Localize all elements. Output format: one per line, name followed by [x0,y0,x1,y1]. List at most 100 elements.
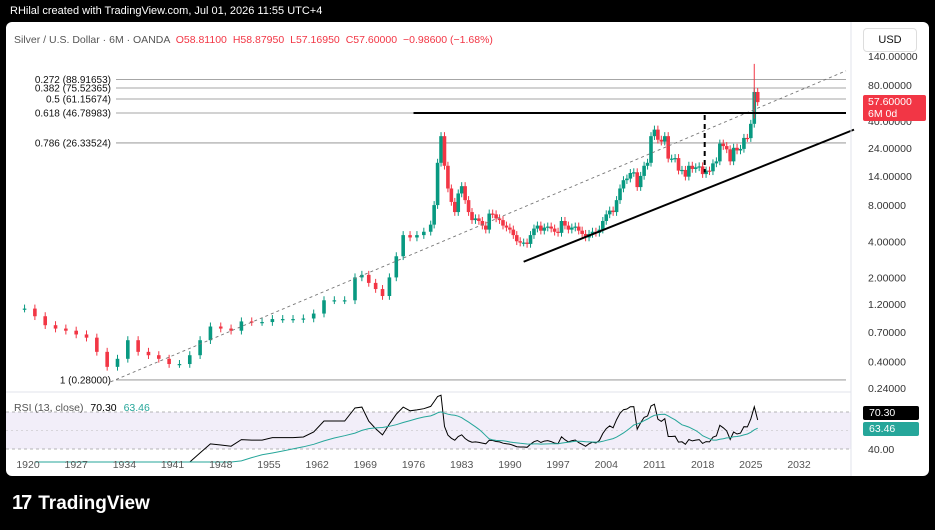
rsi-line [34,394,759,463]
rsi-pane [6,391,851,463]
candle [539,221,543,235]
candle-body [497,218,502,221]
candle-body [501,220,505,226]
candle [642,161,646,180]
candle [625,174,629,184]
candle [542,223,547,235]
candle-body [301,318,306,320]
candle-body [707,170,712,172]
candle-body [480,220,485,226]
candle-body [322,300,326,314]
candle [511,225,516,239]
candle-body [556,231,560,233]
candle-body [570,227,574,230]
candle-body [280,319,285,321]
x-tick-label: 2011 [643,459,666,471]
candle-body [177,364,182,366]
candle-body [136,340,140,352]
candle-body [649,136,653,163]
axes: 140.00000 80.00000 40.00000 24.00000 14.0000… [16,22,918,476]
candle [735,143,739,155]
candle [208,322,213,344]
candle-body [167,358,171,365]
candle-body [563,220,567,226]
currency-button[interactable]: USD [863,28,917,52]
candle [446,161,450,193]
candle-body [631,172,636,174]
candle-body [466,200,471,213]
candle [618,184,622,204]
candle [311,309,316,323]
candle [718,139,722,166]
x-tick-label: 1955 [257,459,281,471]
low-value: L57.16950 [290,34,340,46]
candle [187,351,192,368]
candle-body [439,136,443,163]
open-value: O58.81100 [175,34,227,46]
candle [373,278,378,293]
candle [136,336,140,356]
y-tick-label: 1.20000 [868,299,906,311]
candle [473,214,478,224]
candle [480,216,485,230]
y-tick-label: 0.24000 [868,383,906,395]
x-tick-label: 2032 [787,459,811,471]
last-price-badge: 57.60000 6M 0d [863,95,926,121]
candle-body [566,225,571,230]
candle [490,209,495,219]
candle [95,333,99,356]
candle-body [680,169,684,172]
x-tick-label: 1990 [498,459,522,471]
chart-card[interactable]: 0.272 (88.91653) 0.382 (75.52365) 0.5 (61.… [6,22,929,476]
candle-body [521,242,526,244]
candle [583,229,588,242]
y-tick-label: 80.00000 [868,80,912,92]
candle-body [494,214,498,219]
candle-body [711,163,715,172]
candle [559,216,564,237]
candle-body [549,226,553,229]
candle-body [490,213,495,215]
candle-body [428,224,433,232]
candle [611,206,615,216]
candle-body [187,355,192,365]
candle [74,326,78,339]
creator-line: RHilal created with TradingView.com, Jul… [10,5,323,17]
candle-body [604,214,609,221]
candle-body [583,233,588,238]
candle [442,132,447,170]
x-tick-label: 1962 [305,459,329,471]
candle-body [84,334,89,338]
candle-body [704,170,708,175]
candle [556,227,560,237]
candle-body [504,225,509,228]
y-tick-label: 24.00000 [868,143,912,155]
candle [270,315,275,326]
candle-body [573,226,578,228]
candle [614,196,619,216]
candle-body [745,137,750,140]
candle-body [401,235,405,257]
candle [239,317,244,335]
candle [146,347,151,359]
candle-body [662,136,667,142]
candle-body [95,337,99,352]
candle-body [621,180,626,189]
candle-body [408,235,412,238]
candle [322,296,326,318]
price-chart[interactable]: 0.272 (88.91653)0.382 (75.52365)0.5 (61.… [6,22,929,476]
candle [700,162,705,178]
candle [528,231,533,248]
x-tick-label: 1969 [354,459,378,471]
y-tick-label: 8.00000 [868,200,906,212]
candle [545,222,550,232]
support-trend-line [523,128,855,263]
candle-body [218,326,223,329]
candle-body [728,149,732,162]
candle-body [260,322,264,324]
candle [566,221,571,234]
candle-body [683,169,688,177]
candle [576,222,581,235]
candle [649,132,653,167]
candle [552,224,557,236]
